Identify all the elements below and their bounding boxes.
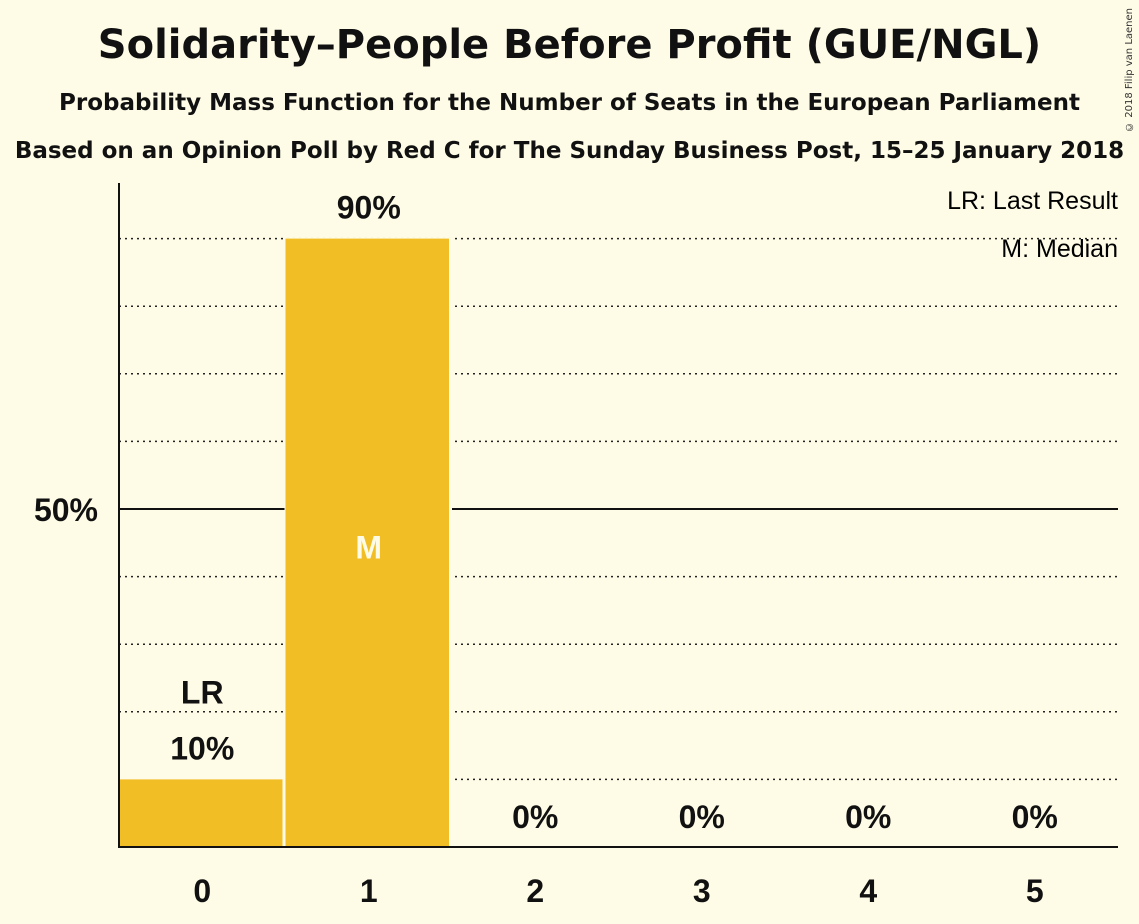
x-tick-label: 3	[693, 873, 711, 909]
value-label: 90%	[337, 190, 401, 226]
value-label: 0%	[512, 799, 558, 835]
bar	[119, 779, 283, 847]
x-tick-label: 1	[360, 873, 378, 909]
bars	[118, 237, 452, 848]
value-label: 10%	[170, 730, 234, 766]
bar	[285, 238, 449, 848]
x-tick-label: 0	[193, 873, 211, 909]
x-tick-label: 2	[526, 873, 544, 909]
legend-last-result: LR: Last Result	[947, 187, 1118, 215]
gridlines	[119, 237, 1118, 781]
legend-median: M: Median	[1001, 235, 1118, 263]
median-marker: M	[355, 530, 382, 566]
chart-title: Solidarity–People Before Profit (GUE/NGL…	[97, 22, 1042, 68]
y-tick-label: 50%	[34, 492, 98, 528]
chart-subtitle: Probability Mass Function for the Number…	[59, 90, 1080, 116]
last-result-marker: LR	[181, 674, 224, 710]
x-tick-label: 5	[1026, 873, 1044, 909]
chart-source-note: Based on an Opinion Poll by Red C for Th…	[14, 138, 1125, 164]
x-tick-label: 4	[859, 873, 877, 909]
value-label: 0%	[679, 799, 725, 835]
value-label: 0%	[1012, 799, 1058, 835]
value-label: 0%	[845, 799, 891, 835]
